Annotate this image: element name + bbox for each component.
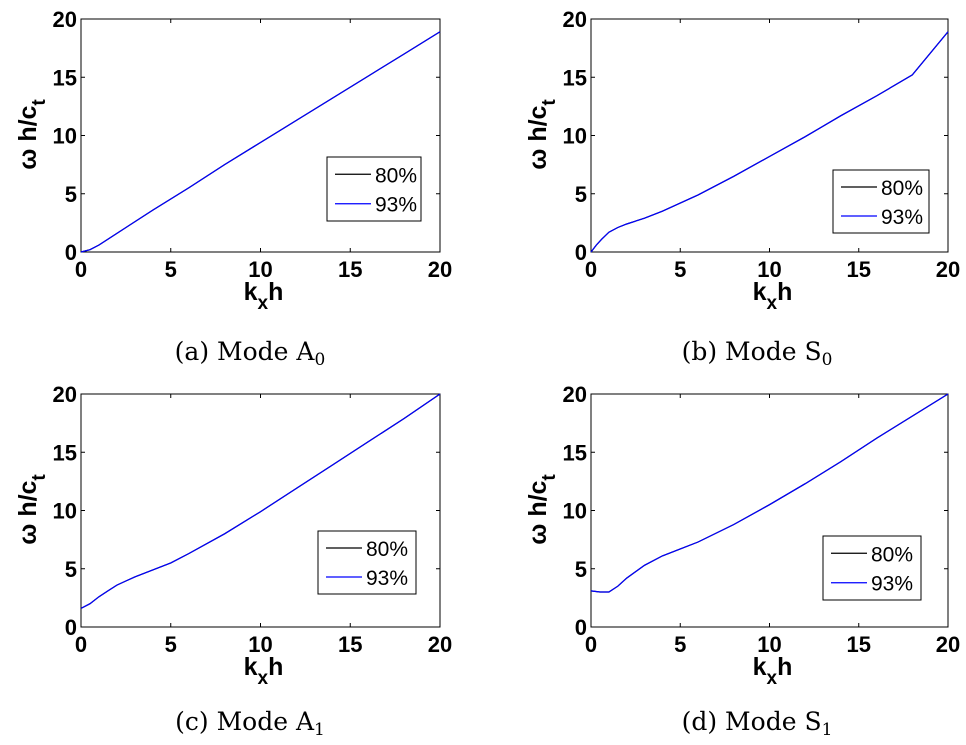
legend: 80%93% (822, 535, 922, 601)
series-line-1 (80, 393, 441, 609)
x-tick-label: 20 (428, 632, 452, 657)
x-tick-label: 0 (75, 632, 87, 657)
series-line-1 (590, 31, 949, 253)
y-tick-label: 5 (65, 557, 77, 582)
legend-box (832, 169, 930, 234)
x-axis-label: kxh (753, 278, 793, 314)
subfigure-caption: (d) Mode S1 (682, 707, 833, 740)
legend: 80%93% (326, 156, 422, 222)
x-axis-label: kxh (753, 653, 793, 689)
y-tick-label: 5 (65, 182, 77, 207)
legend-label: 80% (375, 164, 417, 187)
subfigure-caption: (b) Mode S0 (682, 337, 833, 370)
y-tick-label: 20 (563, 7, 587, 32)
legend-label: 93% (375, 194, 417, 217)
y-tick-label: 0 (65, 615, 77, 640)
x-tick-label: 15 (847, 257, 871, 282)
y-axis-label: ω h/ct (14, 474, 50, 545)
subfigure-caption: (a) Mode A0 (175, 337, 326, 370)
y-tick-label: 10 (53, 124, 77, 149)
x-tick-label: 5 (165, 257, 177, 282)
legend-label: 80% (871, 543, 913, 566)
x-tick-label: 0 (585, 257, 597, 282)
y-tick-label: 5 (575, 557, 587, 582)
legend: 80%93% (832, 169, 930, 234)
x-tick-label: 20 (428, 257, 452, 282)
y-tick-label: 0 (575, 615, 587, 640)
x-tick-label: 5 (674, 257, 686, 282)
y-tick-label: 20 (53, 382, 77, 407)
y-tick-label: 0 (65, 240, 77, 265)
y-axis-label: ω h/ct (14, 99, 50, 170)
x-tick-label: 15 (847, 632, 871, 657)
x-tick-label: 15 (338, 257, 362, 282)
y-axis-label: ω h/ct (524, 474, 560, 545)
legend-label: 93% (871, 573, 913, 596)
x-tick-label: 10 (248, 257, 272, 282)
y-tick-label: 10 (53, 499, 77, 524)
x-tick-label: 20 (936, 257, 960, 282)
x-tick-label: 10 (757, 632, 781, 657)
y-tick-label: 15 (53, 440, 77, 465)
x-tick-label: 20 (936, 632, 960, 657)
legend: 80%93% (317, 530, 417, 595)
y-tick-label: 10 (563, 124, 587, 149)
legend-box (326, 156, 422, 222)
x-tick-label: 10 (248, 632, 272, 657)
y-tick-label: 20 (53, 7, 77, 32)
y-tick-label: 10 (563, 499, 587, 524)
x-tick-label: 10 (757, 257, 781, 282)
x-tick-label: 0 (75, 257, 87, 282)
x-axis-label: kxh (244, 653, 284, 689)
x-tick-label: 0 (585, 632, 597, 657)
legend-label: 93% (366, 567, 408, 590)
y-tick-label: 0 (575, 240, 587, 265)
y-tick-label: 15 (563, 65, 587, 90)
legend-label: 80% (366, 538, 408, 561)
legend-box (822, 535, 922, 601)
x-tick-label: 5 (674, 632, 686, 657)
series-line-1 (590, 393, 949, 593)
legend-label: 80% (881, 177, 923, 200)
y-tick-label: 5 (575, 182, 587, 207)
x-axis-label: kxh (244, 278, 284, 314)
legend-label: 93% (881, 206, 923, 229)
y-tick-label: 20 (563, 382, 587, 407)
y-axis-label: ω h/ct (524, 99, 560, 170)
y-tick-label: 15 (53, 65, 77, 90)
series-line-1 (80, 31, 441, 253)
y-tick-label: 15 (563, 440, 587, 465)
subfigure-caption: (c) Mode A1 (175, 707, 325, 740)
legend-box (317, 530, 417, 595)
x-tick-label: 15 (338, 632, 362, 657)
x-tick-label: 5 (165, 632, 177, 657)
